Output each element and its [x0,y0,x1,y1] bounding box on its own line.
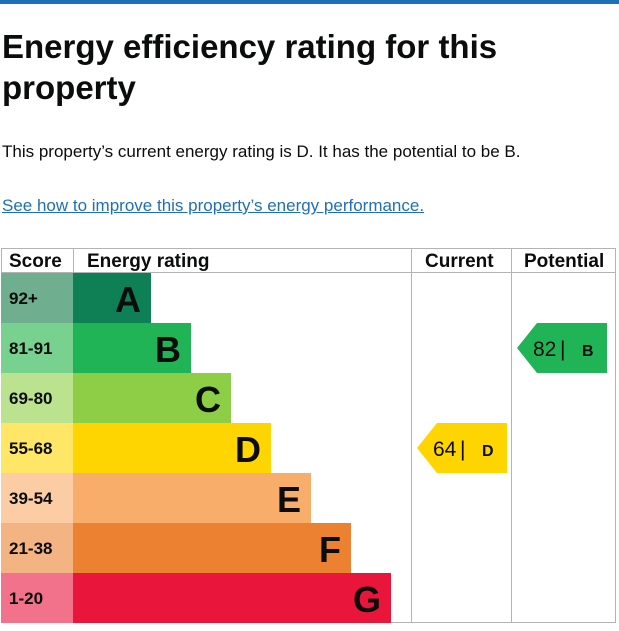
score-label-d: 55-68 [9,439,52,458]
rating-bar-d [73,423,271,473]
rating-letter-f: F [319,529,341,570]
score-label-g: 1-20 [9,589,43,608]
rating-summary: This property’s current energy rating is… [2,142,521,161]
energy-rating-graph: Score Energy rating Current Potential 92… [1,248,616,623]
rating-bar-b [73,323,191,373]
rating-letter-d: D [235,429,261,470]
rating-bar-f [73,523,351,573]
current-rating-letter: D [482,443,494,460]
rating-bar-a [73,273,151,323]
score-cell-a [1,273,73,323]
current-rating-separator: | [460,438,465,461]
score-cell-b [1,323,73,373]
potential-rating-letter: B [582,343,594,360]
score-label-e: 39-54 [9,489,53,508]
energy-rating-chart: Score Energy rating Current Potential 92… [1,248,616,623]
rating-bar-c [73,373,231,423]
score-cell-c [1,373,73,423]
rating-letter-b: B [155,329,181,370]
score-label-b: 81-91 [9,339,52,358]
current-rating-value: 64 [433,438,457,461]
score-label-f: 21-38 [9,539,52,558]
potential-rating-arrow: 82 | B [517,323,607,373]
score-label-c: 69-80 [9,389,52,408]
header-current: Current [425,251,494,272]
header-score: Score [9,251,62,272]
rating-letter-c: C [195,379,221,420]
potential-rating-separator: | [560,338,565,361]
score-cell-e [1,473,73,523]
potential-arrow-shape [517,323,607,373]
rating-letter-g: G [353,579,381,620]
rating-letter-a: A [115,279,141,320]
score-label-a: 92+ [9,289,38,308]
page-title: Energy efficiency rating for this proper… [2,28,498,106]
current-arrow-shape [417,423,507,473]
header-energy-rating: Energy rating [87,251,209,272]
score-cell-f [1,523,73,573]
potential-rating-value: 82 [533,338,556,361]
score-cell-d [1,423,73,473]
improve-performance-link[interactable]: See how to improve this property’s energ… [2,196,425,215]
rating-letter-e: E [277,479,301,520]
rating-bar-g [73,573,391,623]
header-potential: Potential [524,251,604,272]
rating-bands: 92+ A 81-91 B 69-80 C 55-68 D 39-54 E 21-38 F 1-20 G [1,273,391,623]
rating-bar-e [73,473,311,523]
score-cell-g [1,573,73,623]
current-rating-arrow: 64 | D [417,423,507,473]
top-accent-bar [0,0,619,4]
